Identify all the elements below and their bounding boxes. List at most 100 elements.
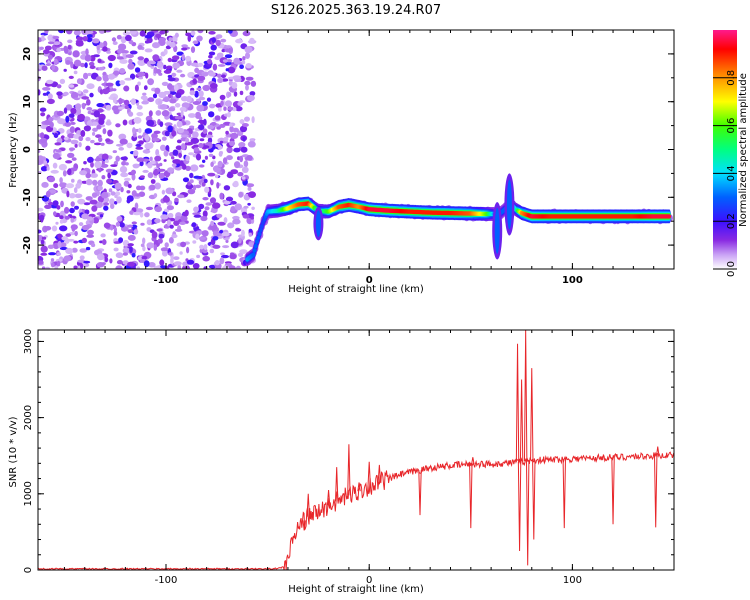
- noise-blob: [102, 46, 108, 52]
- noise-blob: [103, 205, 109, 211]
- snr-spike: [515, 343, 520, 463]
- snr-spike: [654, 455, 658, 528]
- noise-blob: [161, 110, 170, 117]
- noise-blob: [219, 123, 226, 128]
- noise-blob: [63, 91, 69, 96]
- noise-blob: [146, 37, 153, 44]
- noise-blob: [244, 80, 251, 86]
- noise-blob: [139, 30, 146, 37]
- noise-blob: [219, 94, 226, 101]
- noise-blob: [167, 212, 174, 219]
- noise-blob: [62, 170, 67, 177]
- noise-blob: [242, 214, 250, 219]
- noise-blob: [74, 230, 78, 237]
- noise-blob: [68, 52, 72, 56]
- noise-blob: [132, 127, 136, 135]
- noise-blob: [46, 98, 55, 105]
- noise-blob: [75, 182, 81, 189]
- noise-blob: [168, 237, 174, 244]
- noise-blob: [59, 246, 68, 251]
- noise-blob: [104, 159, 109, 163]
- noise-blob: [181, 44, 188, 48]
- noise-blob: [146, 119, 155, 127]
- noise-blob: [139, 185, 146, 191]
- noise-blob: [230, 206, 236, 212]
- noise-blob: [115, 252, 124, 259]
- noise-blob: [77, 113, 85, 121]
- noise-blob: [222, 157, 228, 165]
- noise-blob: [92, 179, 98, 186]
- noise-blob: [192, 78, 197, 84]
- noise-blob: [227, 30, 233, 34]
- noise-blob: [180, 215, 188, 222]
- noise-blob: [106, 178, 113, 184]
- noise-blob: [57, 240, 62, 248]
- noise-blob: [38, 229, 42, 234]
- noise-blob: [86, 34, 93, 38]
- noise-blob: [194, 90, 199, 98]
- noise-blob: [129, 50, 138, 55]
- noise-blob: [144, 142, 153, 150]
- noise-blob: [219, 257, 225, 265]
- noise-blob: [215, 34, 223, 39]
- noise-blob: [153, 174, 158, 179]
- noise-blob: [235, 265, 241, 269]
- noise-blob: [116, 260, 123, 265]
- noise-blob: [145, 206, 154, 211]
- noise-blob: [129, 30, 137, 35]
- noise-blob: [115, 155, 120, 162]
- noise-blob: [84, 62, 88, 69]
- noise-blob: [109, 198, 115, 206]
- snr-spike: [532, 460, 536, 540]
- noise-blob: [227, 92, 232, 97]
- x-tick-label: 100: [562, 275, 583, 286]
- noise-blob: [210, 179, 214, 186]
- noise-blob: [215, 233, 223, 237]
- noise-blob: [198, 164, 205, 168]
- noise-blob: [216, 182, 220, 189]
- noise-blob: [56, 84, 62, 89]
- noise-blob: [45, 190, 51, 198]
- noise-blob: [176, 69, 183, 73]
- noise-blob: [247, 202, 251, 206]
- noise-blob: [185, 155, 190, 162]
- noise-blob: [53, 183, 59, 189]
- noise-blob: [76, 107, 82, 115]
- noise-blob: [44, 204, 52, 209]
- noise-blob: [215, 39, 221, 47]
- noise-blob: [87, 156, 94, 163]
- noise-blob: [249, 91, 256, 96]
- noise-blob: [186, 199, 192, 203]
- noise-blob: [152, 93, 158, 99]
- noise-blob: [104, 256, 109, 263]
- noise-blob: [42, 87, 51, 91]
- noise-blob: [244, 116, 250, 122]
- track-spike: [494, 207, 500, 254]
- noise-blob: [65, 60, 71, 65]
- noise-blob: [119, 68, 126, 74]
- noise-blob: [128, 39, 134, 45]
- noise-blob: [114, 182, 122, 190]
- noise-blob: [112, 96, 117, 104]
- noise-blob: [248, 228, 253, 233]
- noise-blob: [56, 205, 61, 210]
- noise-blob: [186, 246, 190, 254]
- noise-blob: [123, 180, 130, 187]
- noise-blob: [141, 100, 149, 105]
- noise-blob: [51, 64, 56, 71]
- noise-blob: [180, 241, 187, 248]
- noise-blob: [189, 125, 195, 129]
- noise-blob: [185, 183, 194, 190]
- noise-blob: [66, 190, 70, 198]
- snr-spikes: [302, 330, 660, 566]
- track-cell: [255, 239, 259, 244]
- noise-blob: [226, 146, 233, 154]
- noise-blob: [246, 183, 255, 188]
- chart-title: S126.2025.363.19.24.R07: [271, 3, 441, 18]
- noise-blob: [120, 172, 129, 178]
- noise-blob: [203, 244, 208, 250]
- snr-spike: [469, 464, 473, 529]
- noise-blob: [46, 79, 54, 85]
- noise-blob: [251, 206, 255, 210]
- noise-blob: [127, 63, 135, 70]
